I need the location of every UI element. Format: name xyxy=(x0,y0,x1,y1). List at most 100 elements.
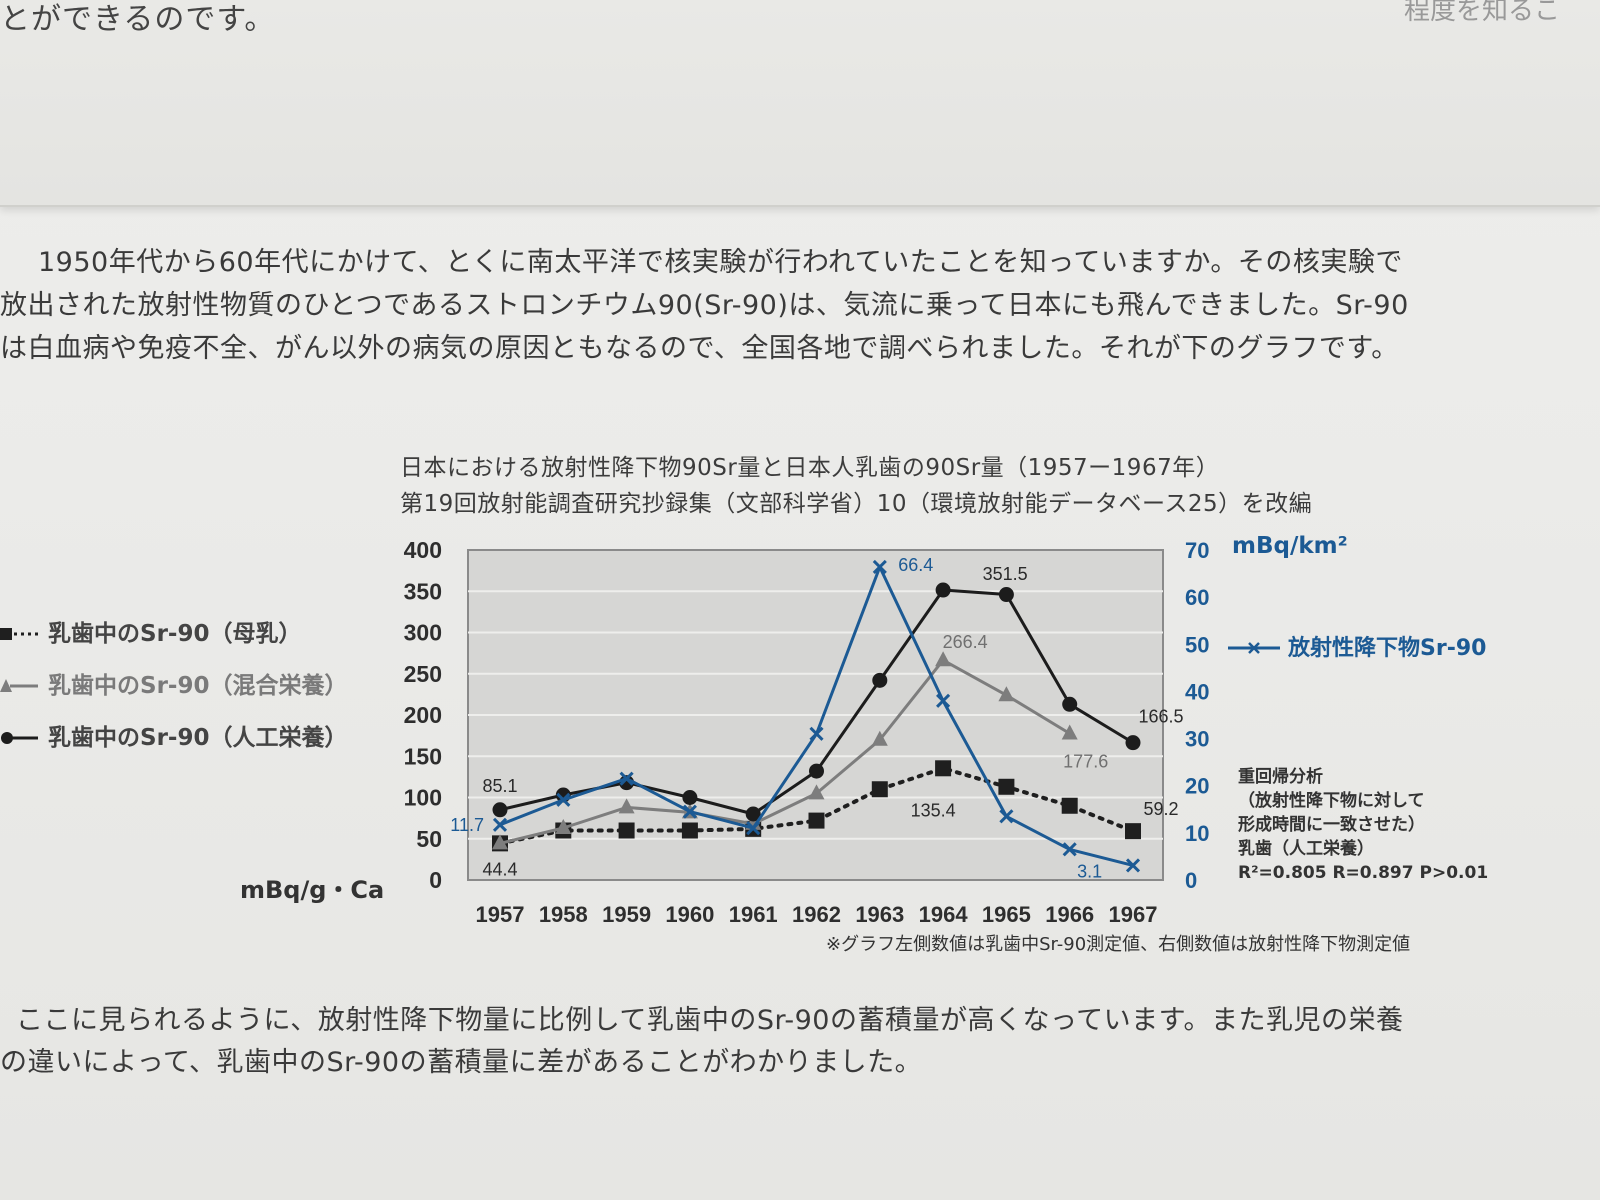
legend-item-breast-milk: 乳歯中のSr-90（母乳） xyxy=(0,614,301,648)
x-axis-tick-label: 1960 xyxy=(665,902,714,927)
chart-title: 日本における放射性降下物90Sr量と日本人乳歯の90Sr量（1957ー1967年… xyxy=(400,455,1220,481)
left-axis-tick-label: 100 xyxy=(404,785,442,811)
right-axis-tick-label: 70 xyxy=(1185,538,1209,563)
left-axis-tick-label: 50 xyxy=(416,826,442,852)
x-axis-tick-label: 1961 xyxy=(729,902,778,927)
data-point-circle xyxy=(1125,735,1141,751)
right-axis-tick-label: 60 xyxy=(1185,585,1209,610)
data-point-x-stroke xyxy=(999,809,1014,824)
legend-item-mixed-feeding: 乳歯中のSr-90（混合栄養） xyxy=(0,666,347,700)
series-line xyxy=(499,565,1134,867)
left-axis-unit: mBq/g・Ca xyxy=(240,876,385,904)
legend-item-fallout: 放射性降下物Sr-90 xyxy=(1228,630,1486,662)
data-point-x-stroke xyxy=(809,726,824,741)
data-point-x xyxy=(619,771,634,786)
data-point-x-stroke xyxy=(872,559,887,575)
data-label: 44.4 xyxy=(482,859,517,879)
data-point-x xyxy=(682,804,697,819)
intro-line-2: 放出された放射性物質のひとつであるストロンチウム90(Sr-90)は、気流に乗っ… xyxy=(0,290,1409,321)
left-axis-tick-label: 200 xyxy=(404,702,442,728)
data-point-circle xyxy=(935,582,951,598)
data-point-triangle xyxy=(555,819,572,835)
data-point-x xyxy=(746,821,761,836)
legend-label-mixed-feeding: 乳歯中のSr-90（混合栄養） xyxy=(48,673,348,699)
data-point-square xyxy=(808,812,825,829)
data-label: 351.5 xyxy=(983,564,1028,584)
data-label: 85.1 xyxy=(482,776,517,796)
legend-label-fallout: 放射性降下物Sr-90 xyxy=(1288,636,1487,661)
data-point-circle xyxy=(998,587,1014,603)
x-line-marker-icon xyxy=(1228,637,1282,662)
data-point-square xyxy=(1125,823,1141,840)
data-point-circle xyxy=(1062,696,1078,712)
data-point-triangle xyxy=(492,834,508,850)
x-axis-tick-label: 1957 xyxy=(476,902,525,927)
x-axis-tick-label: 1965 xyxy=(982,902,1031,927)
right-axis-tick-label: 50 xyxy=(1185,632,1209,657)
triangle-line-marker-icon xyxy=(0,674,40,700)
data-point-x-stroke xyxy=(682,804,697,819)
right-axis-tick-label: 40 xyxy=(1185,679,1209,704)
x-axis-tick-label: 1964 xyxy=(919,902,969,927)
x-axis-tick-label: 1963 xyxy=(855,902,904,927)
data-point-x-stroke xyxy=(556,792,571,807)
square-dotted-marker-icon xyxy=(0,622,40,648)
data-point-x-stroke xyxy=(746,821,761,836)
circle-line-marker-icon xyxy=(0,726,40,752)
data-label: 177.6 xyxy=(1063,751,1108,771)
previous-page-sheet: とができるのです。 程度を知るこ xyxy=(0,0,1600,207)
legend-label-formula: 乳歯中のSr-90（人工栄養） xyxy=(48,725,348,751)
data-point-x-stroke xyxy=(936,693,951,708)
data-point-triangle xyxy=(681,803,698,819)
data-label: 166.5 xyxy=(1138,707,1183,727)
data-point-circle xyxy=(682,790,698,805)
data-point-x-stroke xyxy=(1062,842,1077,857)
data-point-x xyxy=(936,693,951,708)
data-point-x-stroke xyxy=(619,771,634,786)
analysis-line: 形成時間に一致させた） xyxy=(1238,815,1425,835)
left-axis-tick-label: 300 xyxy=(404,620,442,646)
chart-subtitle: 第19回放射能調査研究抄録集（文部科学省）10（環境放射能データベース25）を改… xyxy=(400,491,1313,517)
data-point-x xyxy=(1062,842,1077,857)
data-label: 3.1 xyxy=(1077,861,1102,881)
chart-footnote: ※グラフ左側数値は乳歯中Sr-90測定値、右側数値は放射性降下物測定値 xyxy=(826,934,1411,955)
data-point-circle xyxy=(745,806,761,822)
data-point-x-stroke xyxy=(809,726,824,741)
series-line xyxy=(498,766,1135,846)
data-point-x-stroke xyxy=(1125,858,1141,873)
right-axis-tick-label: 30 xyxy=(1185,727,1209,752)
data-point-x xyxy=(999,809,1014,824)
data-point-x xyxy=(1125,858,1141,873)
data-point-circle xyxy=(809,763,824,779)
outro-line-1: ここに見られるように、放射性降下物量に比例して乳歯中のSr-90の蓄積量が高くな… xyxy=(16,1005,1404,1036)
data-point-triangle xyxy=(808,784,825,800)
left-axis-tick-label: 400 xyxy=(404,537,442,563)
data-point-x xyxy=(556,792,571,807)
data-point-x-stroke xyxy=(1125,858,1141,873)
series-line xyxy=(499,658,1071,845)
analysis-line: 乳歯（人工栄養） xyxy=(1238,839,1374,859)
previous-page-text-right: 程度を知るこ xyxy=(1403,0,1560,26)
intro-line-1: 1950年代から60年代にかけて、とくに南太平洋で核実験が行われていたことを知っ… xyxy=(38,247,1403,278)
outro-line-2: の違いによって、乳歯中のSr-90の蓄積量に差があることがわかりました。 xyxy=(0,1047,923,1078)
data-label: 66.4 xyxy=(898,555,933,575)
data-point-square xyxy=(492,835,508,852)
left-axis-tick-label: 350 xyxy=(404,578,442,604)
data-point-square xyxy=(935,760,952,777)
data-point-x-stroke xyxy=(746,821,761,836)
data-label: 135.4 xyxy=(911,800,956,820)
data-point-triangle xyxy=(745,814,762,830)
data-point-x-stroke xyxy=(1062,842,1077,857)
data-point-square xyxy=(745,820,762,837)
x-axis-tick-label: 1967 xyxy=(1109,902,1158,927)
data-point-x-stroke xyxy=(872,559,887,575)
data-point-square xyxy=(618,822,635,839)
data-point-x-stroke xyxy=(999,809,1014,824)
left-axis-tick-label: 250 xyxy=(404,661,442,687)
series-line xyxy=(499,588,1134,816)
data-point-x-stroke xyxy=(492,817,508,832)
legend-item-formula: 乳歯中のSr-90（人工栄養） xyxy=(0,718,347,752)
left-axis-tick-label: 0 xyxy=(429,867,442,893)
data-point-x-stroke xyxy=(682,804,697,819)
data-point-circle xyxy=(492,802,508,818)
